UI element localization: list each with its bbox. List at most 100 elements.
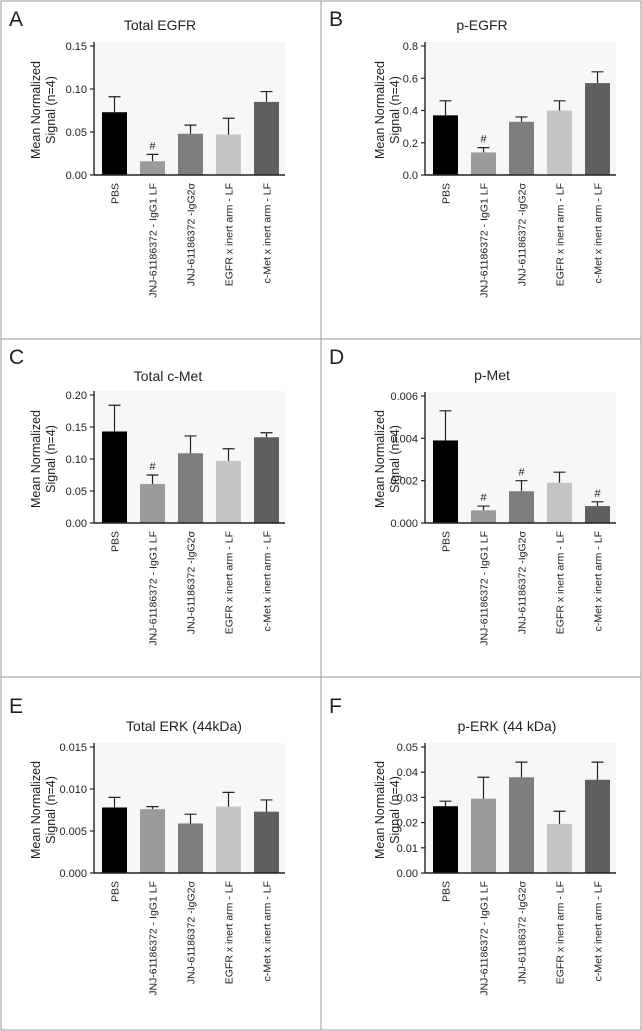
panel-e: E Total ERK (44kDa) Mean NormalizedSigna…	[0, 676, 322, 1031]
panel-c-category-label: EGFR x inert arm - LF	[224, 531, 236, 634]
panel-b-category-label: JNJ-61186372 -IgG2σ	[517, 182, 529, 286]
panel-a-ytick-label: 0.10	[66, 84, 87, 96]
panel-e-bar	[102, 807, 127, 873]
panel-f-bar	[433, 806, 458, 873]
panel-d-significance-mark: #	[480, 492, 487, 504]
panel-b-ylabel: Mean NormalizedSignal (n=4)	[373, 61, 402, 159]
panel-e-error-bar	[222, 791, 235, 807]
panel-b-error-bar	[553, 100, 566, 111]
panel-d-bar	[509, 491, 534, 523]
panel-e-ylabel: Mean NormalizedSignal (n=4)	[29, 761, 58, 859]
panel-c-ytick-label: 0.05	[66, 486, 87, 498]
panel-b-bar	[433, 115, 458, 175]
panel-e-ylabel-line: Signal (n=4)	[44, 776, 58, 844]
panel-c-ytick-label: 0.00	[66, 518, 87, 530]
panel-e-letter: E	[9, 695, 23, 718]
panel-c-error-bar	[146, 474, 159, 484]
panel-e-error-bar	[184, 813, 197, 824]
panel-d-category-label: JNJ-61186372 -IgG2σ	[517, 530, 529, 634]
panel-e-ytick-label: 0.010	[59, 784, 87, 796]
panel-a-plot: Mean NormalizedSignal (n=4) 0.00 0.05 0.10 0…	[29, 41, 285, 298]
panel-c-ytick-label: 0.10	[66, 454, 87, 466]
panel-b-plot: Mean NormalizedSignal (n=4)0.00.20.40.60…	[373, 41, 616, 298]
panel-d-plot: Mean NormalizedSignal (n=4) 0.000 0.002 0.0…	[373, 391, 616, 646]
panel-f-error-bar	[591, 761, 604, 780]
panel-c-bar	[140, 483, 165, 523]
panel-d-bar	[547, 482, 572, 523]
panel-f-ylabel-line: Mean Normalized	[373, 761, 387, 859]
panel-a-error-bar	[146, 153, 159, 162]
panel-b-title: p-EGFR	[456, 17, 507, 33]
panel-c-letter: C	[9, 346, 24, 369]
panel-d-error-bar	[591, 501, 604, 507]
panel-c-bar	[178, 453, 203, 523]
panel-a-category-label: EGFR x inert arm - LF	[224, 183, 236, 286]
panel-b-category-label: EGFR x inert arm - LF	[555, 183, 567, 286]
panel-f-ytick-label: 0.00	[397, 868, 418, 880]
panel-d-error-bar	[477, 505, 490, 511]
panel-b-ylabel-line: Mean Normalized	[373, 61, 387, 159]
panel-f-ytick-label: 0.04	[397, 767, 418, 779]
panel-b-ytick-label: 0.2	[403, 138, 418, 150]
panel-d-ytick-label: 0.000	[390, 518, 418, 530]
panel-f-ytick-label: 0.01	[397, 843, 418, 855]
panel-f-error-bar	[515, 761, 528, 778]
panel-f-plot: Mean NormalizedSignal (n=4) 0.00 0.01 0.02 0…	[373, 742, 616, 996]
panel-b-bar	[471, 152, 496, 175]
panel-a-ylabel-line: Mean Normalized	[29, 61, 43, 159]
panel-f-category-label: PBS	[441, 881, 453, 902]
panel-b-letter: B	[329, 8, 343, 31]
panel-b-bar	[547, 110, 572, 175]
panel-f-error-bar	[439, 800, 452, 807]
panel-e-category-label: PBS	[110, 881, 122, 902]
panel-d-bar	[433, 440, 458, 523]
panel-a-bar	[178, 133, 203, 175]
panel-f-bar	[585, 779, 610, 873]
panel-b-error-bar	[477, 146, 490, 153]
panel-c-ylabel-line: Mean Normalized	[29, 410, 43, 508]
panel-a-category-label: c-Met x inert arm - LF	[262, 183, 274, 283]
panel-d-ytick-label: 0.004	[390, 433, 418, 445]
panel-b-category-label: PBS	[441, 183, 453, 204]
panel-d-category-label: JNJ-61186372 - IgG1 LF	[479, 531, 491, 646]
panel-f-bar	[509, 777, 534, 873]
panel-a-ylabel-line: Signal (n=4)	[44, 76, 58, 144]
panel-b-ytick-label: 0.8	[403, 41, 418, 53]
panel-c-ylabel: Mean NormalizedSignal (n=4)	[29, 410, 58, 508]
panel-b-significance-mark: #	[480, 134, 487, 146]
panel-a-ytick-label: 0.05	[66, 127, 87, 139]
panel-b-category-label: c-Met x inert arm - LF	[593, 183, 605, 283]
panel-d-category-label: EGFR x inert arm - LF	[555, 531, 567, 634]
panel-c-bar	[102, 431, 127, 523]
panel-e-title: Total ERK (44kDa)	[126, 718, 242, 734]
panel-f-category-label: JNJ-61186372 - IgG1 LF	[479, 881, 491, 996]
panel-b-ylabel-line: Signal (n=4)	[388, 76, 402, 144]
panel-d-error-bar	[515, 480, 528, 492]
panel-a-ytick-label: 0.00	[66, 170, 87, 182]
panel-f-title: p-ERK (44 kDa)	[458, 718, 557, 734]
panel-e-category-label: JNJ-61186372 - IgG1 LF	[148, 881, 160, 996]
panel-a-significance-mark: #	[149, 140, 156, 152]
panel-d-ylabel-line: Signal (n=4)	[388, 425, 402, 493]
panel-a-category-label: JNJ-61186372 - IgG1 LF	[148, 183, 160, 298]
panel-b-bar	[509, 121, 534, 175]
panel-d-significance-mark: #	[594, 488, 601, 500]
panel-f-category-label: JNJ-61186372 -IgG2σ	[517, 880, 529, 984]
panel-f: F p-ERK (44 kDa) Mean NormalizedSignal (…	[320, 676, 642, 1031]
panel-a-bar	[254, 101, 279, 175]
panel-e-bar	[140, 809, 165, 873]
panel-a-category-label: PBS	[110, 183, 122, 204]
panel-d-ylabel-line: Mean Normalized	[373, 410, 387, 508]
panel-c-category-label: c-Met x inert arm - LF	[262, 531, 274, 631]
panel-d-category-label: PBS	[441, 531, 453, 552]
panel-b-error-bar	[439, 100, 452, 116]
panel-e-bar	[216, 806, 241, 873]
panel-c-title: Total c-Met	[134, 368, 203, 384]
panel-f-error-bar	[477, 776, 490, 799]
panel-a-error-bar	[222, 117, 235, 135]
panel-d-category-label: c-Met x inert arm - LF	[593, 531, 605, 631]
panel-e-ytick-label: 0.015	[59, 742, 87, 754]
panel-c-error-bar	[108, 404, 121, 432]
panel-c-bar	[254, 437, 279, 523]
